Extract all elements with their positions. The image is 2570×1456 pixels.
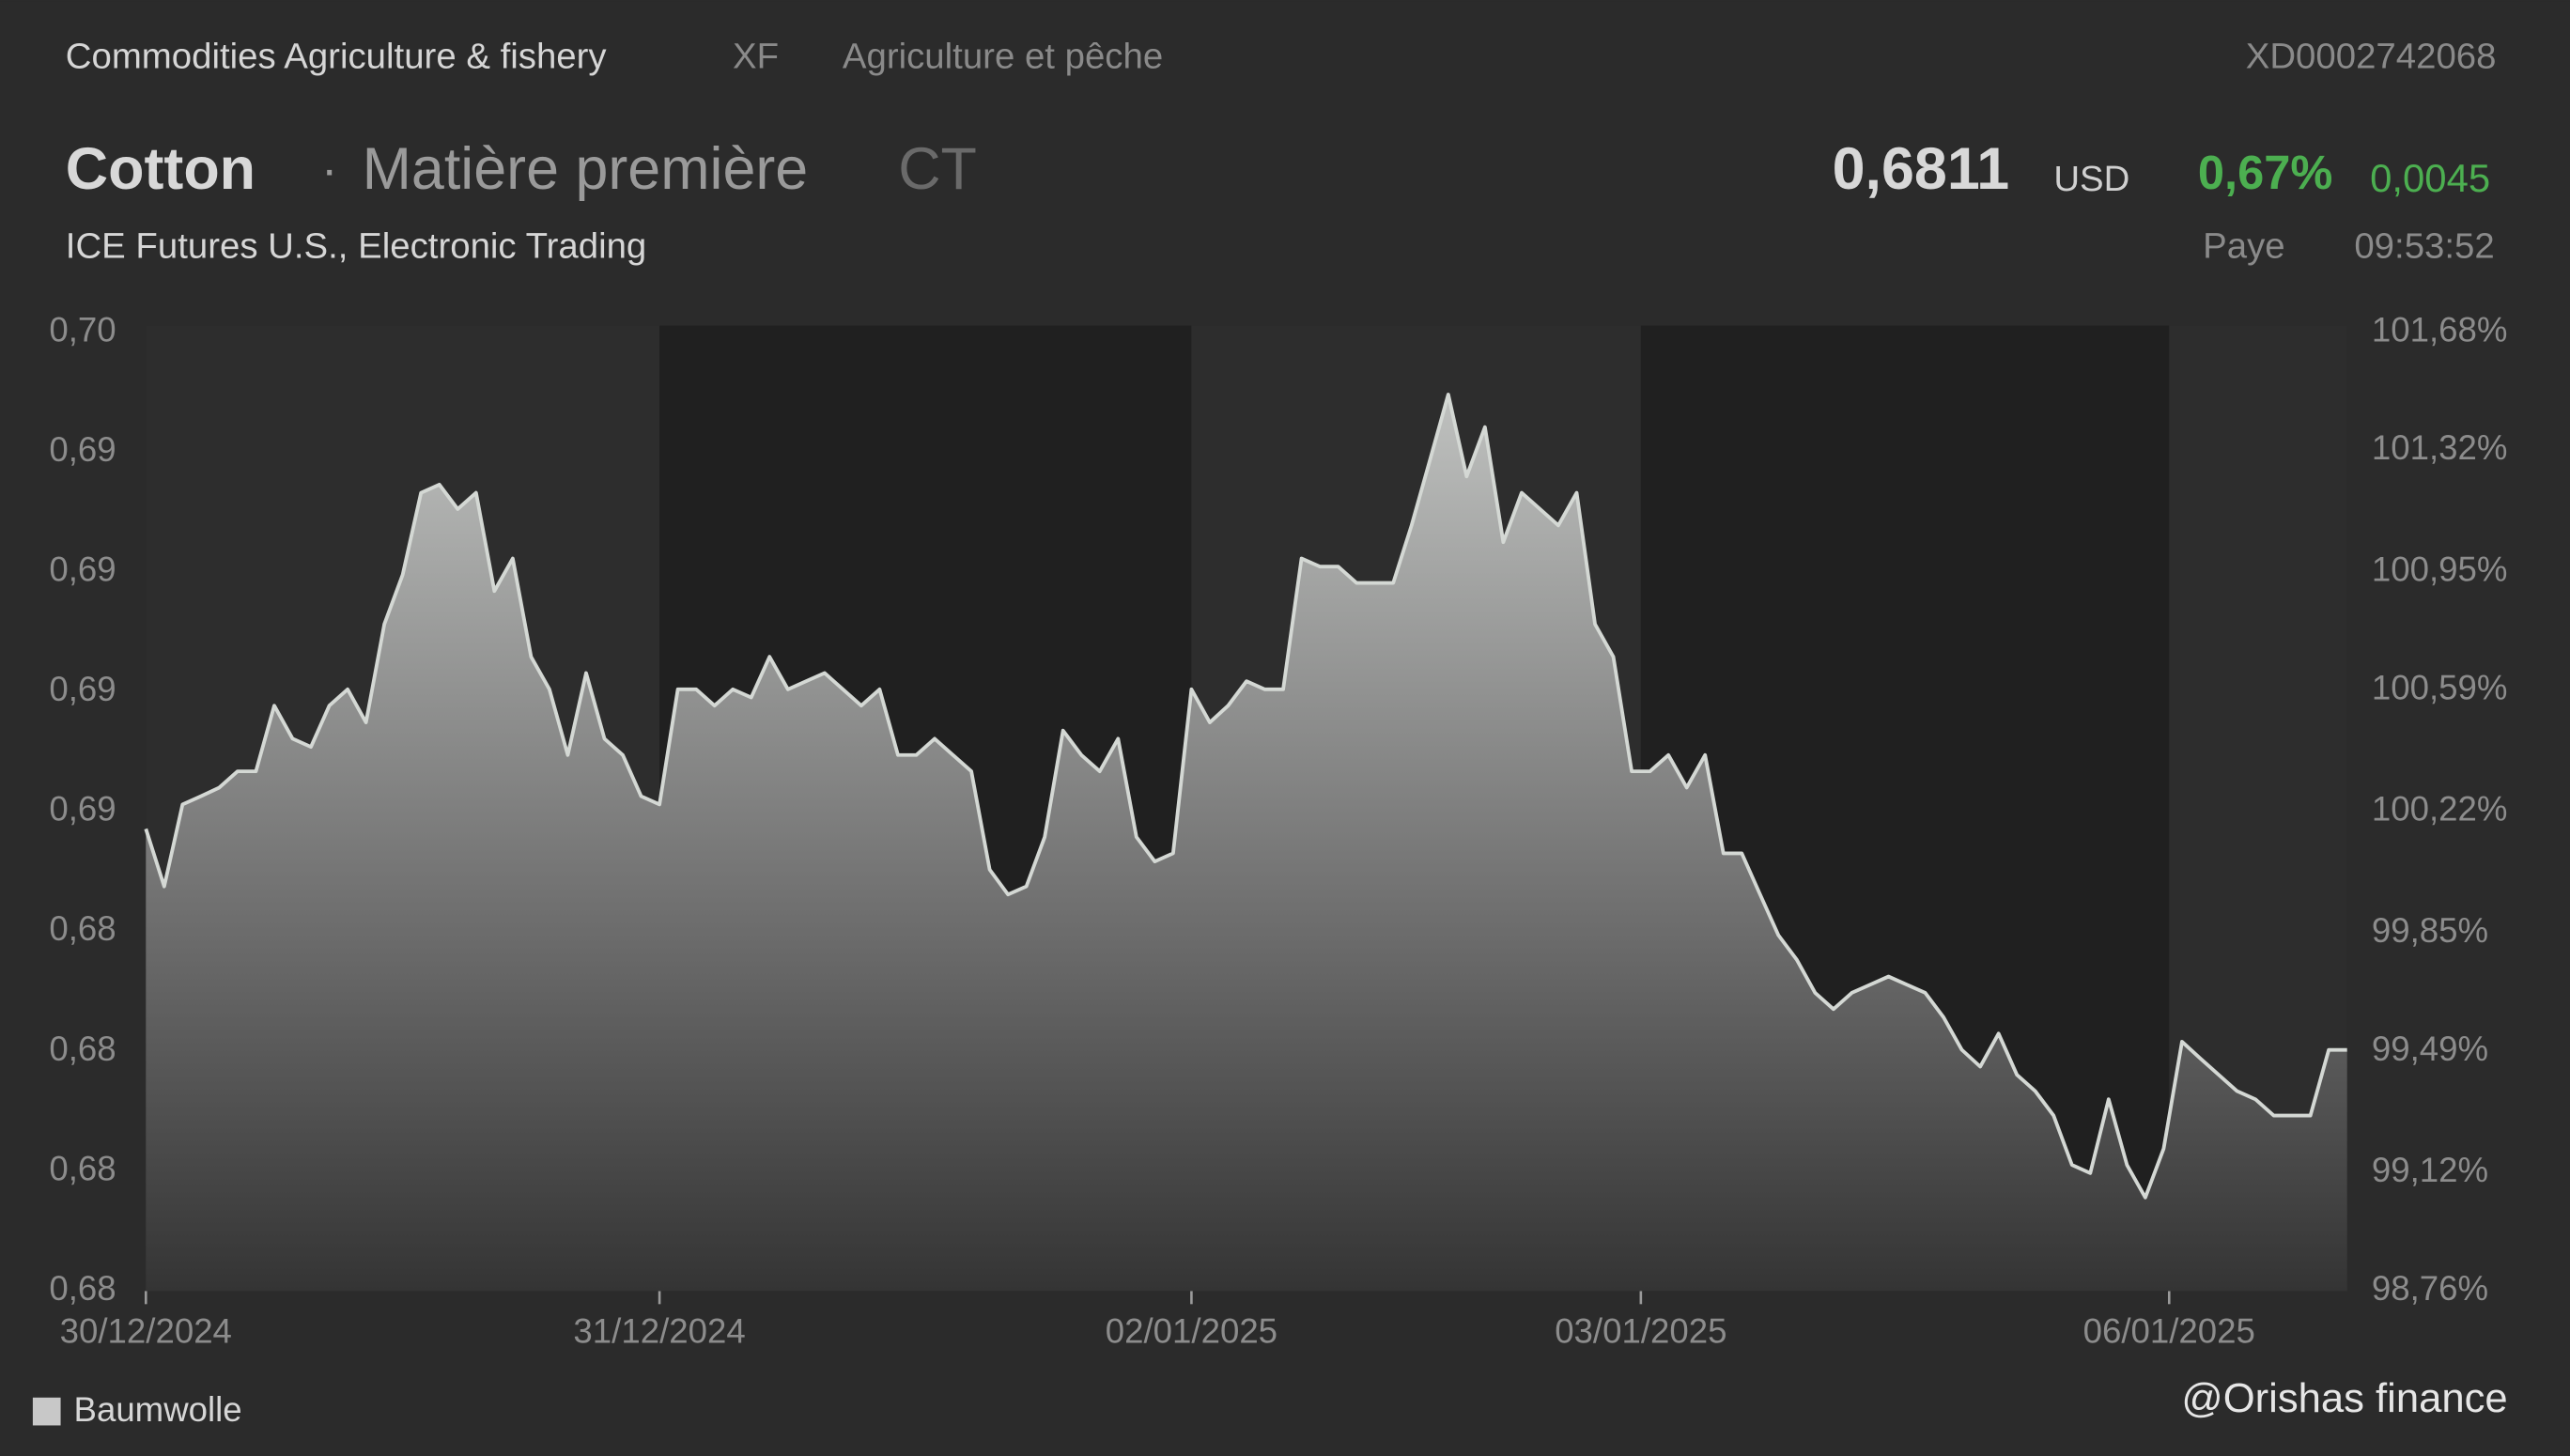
y-tick-label: 0,68 bbox=[49, 1030, 116, 1068]
y2-tick-label: 100,95% bbox=[2372, 550, 2508, 588]
instrument-kind: Matière première bbox=[363, 136, 809, 202]
y-tick-label: 0,69 bbox=[49, 790, 116, 829]
x-tick-label: 03/01/2025 bbox=[1555, 1311, 1726, 1350]
watermark: @Orishas finance bbox=[2181, 1376, 2507, 1421]
y2-tick-label: 100,22% bbox=[2372, 790, 2508, 829]
legend-swatch bbox=[32, 1397, 61, 1426]
y2-tick-label: 99,49% bbox=[2372, 1030, 2488, 1068]
x-tick-label: 31/12/2024 bbox=[573, 1311, 745, 1350]
currency: USD bbox=[2053, 159, 2129, 199]
y-tick-label: 0,68 bbox=[49, 1149, 116, 1187]
x-tick-label: 02/01/2025 bbox=[1106, 1311, 1277, 1350]
x-tick-label: 06/01/2025 bbox=[2083, 1311, 2255, 1350]
y2-tick-label: 100,59% bbox=[2372, 668, 2508, 706]
separator: · bbox=[321, 143, 337, 197]
y2-tick-label: 99,85% bbox=[2372, 911, 2488, 950]
time: 09:53:52 bbox=[2354, 226, 2494, 267]
isin: XD0002742068 bbox=[2246, 36, 2497, 76]
y-tick-label: 0,70 bbox=[49, 310, 116, 349]
area-fill bbox=[146, 394, 2347, 1292]
y2-tick-label: 99,12% bbox=[2372, 1151, 2488, 1189]
category: Commodities Agriculture & fishery bbox=[66, 36, 608, 76]
change-pct: 0,67% bbox=[2198, 146, 2332, 199]
y-tick-label: 0,69 bbox=[49, 670, 116, 708]
y2-tick-label: 101,68% bbox=[2372, 310, 2508, 349]
y2-tick-label: 101,32% bbox=[2372, 428, 2508, 467]
x-tick-label: 30/12/2024 bbox=[60, 1311, 232, 1350]
change: 0,0045 bbox=[2370, 156, 2490, 200]
code: XF bbox=[733, 36, 779, 76]
legend-label: Baumwolle bbox=[74, 1390, 242, 1429]
y-tick-label: 0,68 bbox=[49, 1269, 116, 1308]
symbol: CT bbox=[898, 136, 977, 202]
y-tick-label: 0,69 bbox=[49, 550, 116, 588]
price-line bbox=[144, 393, 2347, 1200]
price: 0,6811 bbox=[1833, 136, 2010, 202]
y-tick-label: 0,69 bbox=[49, 430, 116, 469]
y-tick-label: 0,68 bbox=[49, 909, 116, 948]
instrument-name: Cotton bbox=[66, 136, 255, 202]
status: Paye bbox=[2203, 226, 2284, 267]
y2-tick-label: 98,76% bbox=[2372, 1269, 2488, 1308]
category-fr: Agriculture et pêche bbox=[843, 36, 1163, 76]
exchange: ICE Futures U.S., Electronic Trading bbox=[66, 226, 647, 267]
